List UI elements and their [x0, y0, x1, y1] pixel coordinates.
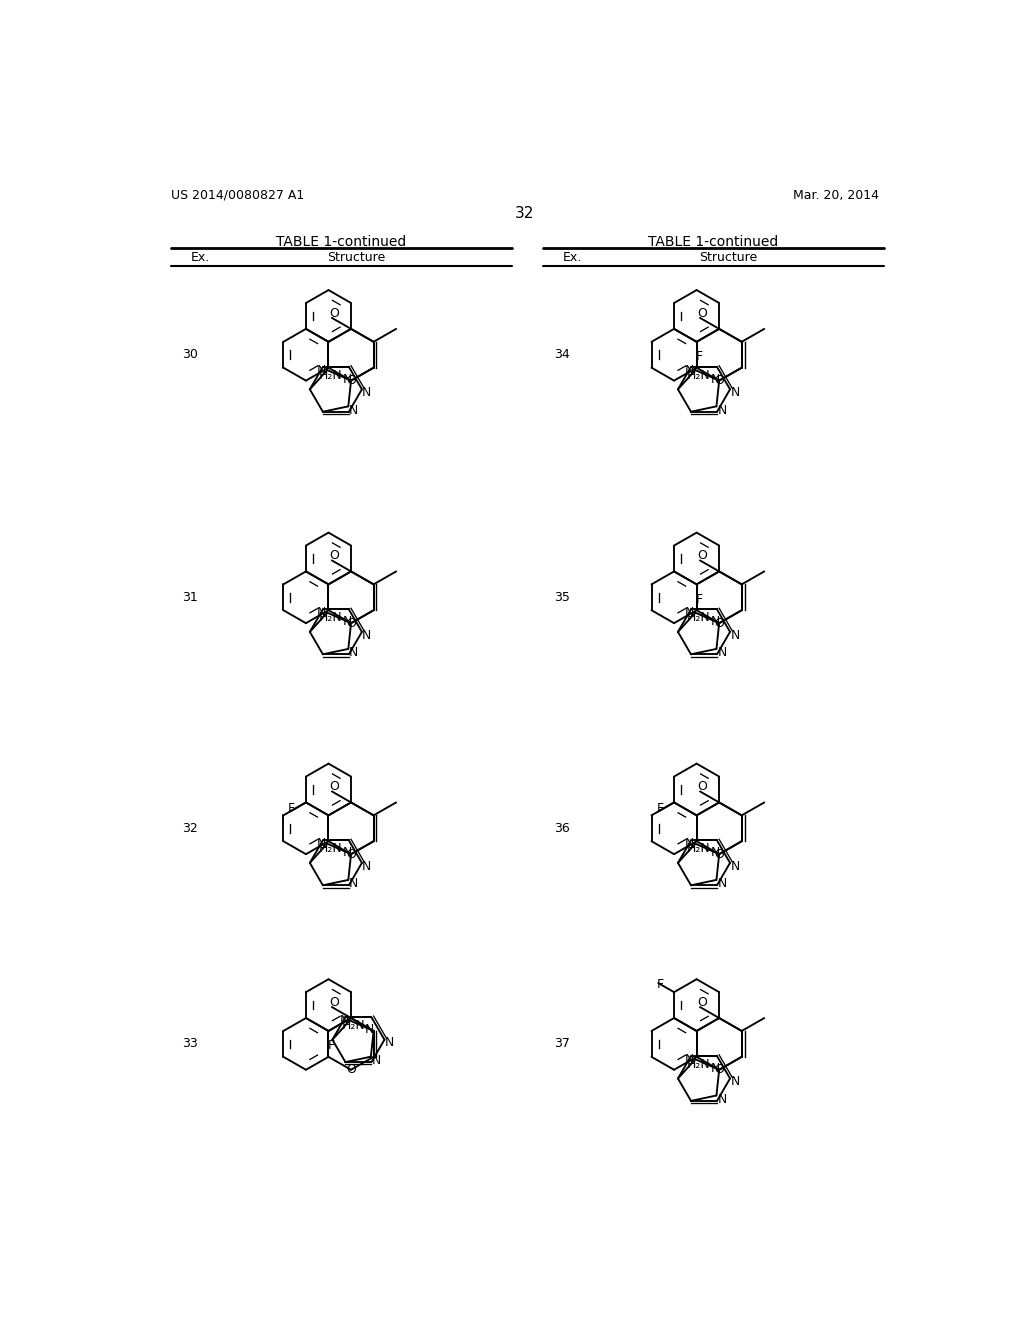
Text: 35: 35: [554, 591, 570, 603]
Text: O: O: [330, 549, 339, 562]
Text: N: N: [349, 647, 358, 659]
Text: N: N: [730, 385, 739, 399]
Text: 32: 32: [182, 822, 198, 834]
Text: O: O: [330, 780, 339, 793]
Text: 31: 31: [182, 591, 198, 603]
Text: N: N: [717, 878, 726, 890]
Text: F: F: [695, 593, 702, 606]
Text: O: O: [346, 1064, 356, 1076]
Text: H₂N: H₂N: [318, 842, 342, 855]
Text: 34: 34: [554, 348, 570, 362]
Text: H₂N: H₂N: [687, 368, 711, 381]
Text: N: N: [717, 647, 726, 659]
Text: O: O: [714, 1064, 724, 1076]
Text: N: N: [730, 628, 739, 642]
Text: O: O: [346, 847, 356, 861]
Text: O: O: [330, 306, 339, 319]
Text: N: N: [685, 606, 694, 619]
Text: N: N: [342, 846, 351, 859]
Text: N: N: [711, 372, 720, 385]
Text: O: O: [346, 616, 356, 630]
Text: N: N: [711, 846, 720, 859]
Text: N: N: [349, 404, 358, 417]
Text: N: N: [349, 878, 358, 890]
Text: N: N: [342, 372, 351, 385]
Text: H₂N: H₂N: [687, 842, 711, 855]
Text: N: N: [362, 385, 372, 399]
Text: Ex.: Ex.: [190, 251, 210, 264]
Text: N: N: [317, 606, 327, 619]
Text: Mar. 20, 2014: Mar. 20, 2014: [793, 189, 879, 202]
Text: N: N: [385, 1036, 394, 1049]
Text: O: O: [697, 995, 708, 1008]
Text: N: N: [340, 1014, 349, 1027]
Text: N: N: [685, 837, 694, 850]
Text: F: F: [656, 801, 664, 814]
Text: O: O: [697, 780, 708, 793]
Text: N: N: [365, 1023, 374, 1036]
Text: O: O: [346, 374, 356, 387]
Text: O: O: [714, 847, 724, 861]
Text: F: F: [328, 1039, 335, 1052]
Text: N: N: [317, 837, 327, 850]
Text: 30: 30: [182, 348, 198, 362]
Text: N: N: [362, 628, 372, 642]
Text: H₂N: H₂N: [687, 1057, 711, 1071]
Text: N: N: [711, 1061, 720, 1074]
Text: N: N: [342, 615, 351, 628]
Text: F: F: [656, 978, 664, 991]
Text: F: F: [695, 350, 702, 363]
Text: N: N: [362, 859, 372, 873]
Text: H₂N: H₂N: [687, 611, 711, 624]
Text: O: O: [697, 549, 708, 562]
Text: O: O: [330, 995, 339, 1008]
Text: TABLE 1-continued: TABLE 1-continued: [648, 235, 778, 248]
Text: N: N: [717, 1093, 726, 1106]
Text: N: N: [685, 363, 694, 376]
Text: 33: 33: [182, 1038, 198, 1051]
Text: N: N: [685, 1053, 694, 1065]
Text: O: O: [714, 374, 724, 387]
Text: 37: 37: [554, 1038, 570, 1051]
Text: N: N: [730, 1076, 739, 1088]
Text: 32: 32: [515, 206, 535, 222]
Text: H₂N: H₂N: [341, 1019, 365, 1032]
Text: O: O: [714, 616, 724, 630]
Text: N: N: [317, 363, 327, 376]
Text: H₂N: H₂N: [318, 368, 342, 381]
Text: N: N: [730, 859, 739, 873]
Text: Ex.: Ex.: [562, 251, 582, 264]
Text: N: N: [372, 1053, 381, 1067]
Text: Structure: Structure: [328, 251, 386, 264]
Text: US 2014/0080827 A1: US 2014/0080827 A1: [171, 189, 304, 202]
Text: F: F: [288, 801, 295, 814]
Text: N: N: [711, 615, 720, 628]
Text: O: O: [697, 306, 708, 319]
Text: TABLE 1-continued: TABLE 1-continued: [276, 235, 407, 248]
Text: H₂N: H₂N: [318, 611, 342, 624]
Text: Structure: Structure: [699, 251, 758, 264]
Text: 36: 36: [554, 822, 570, 834]
Text: N: N: [717, 404, 726, 417]
